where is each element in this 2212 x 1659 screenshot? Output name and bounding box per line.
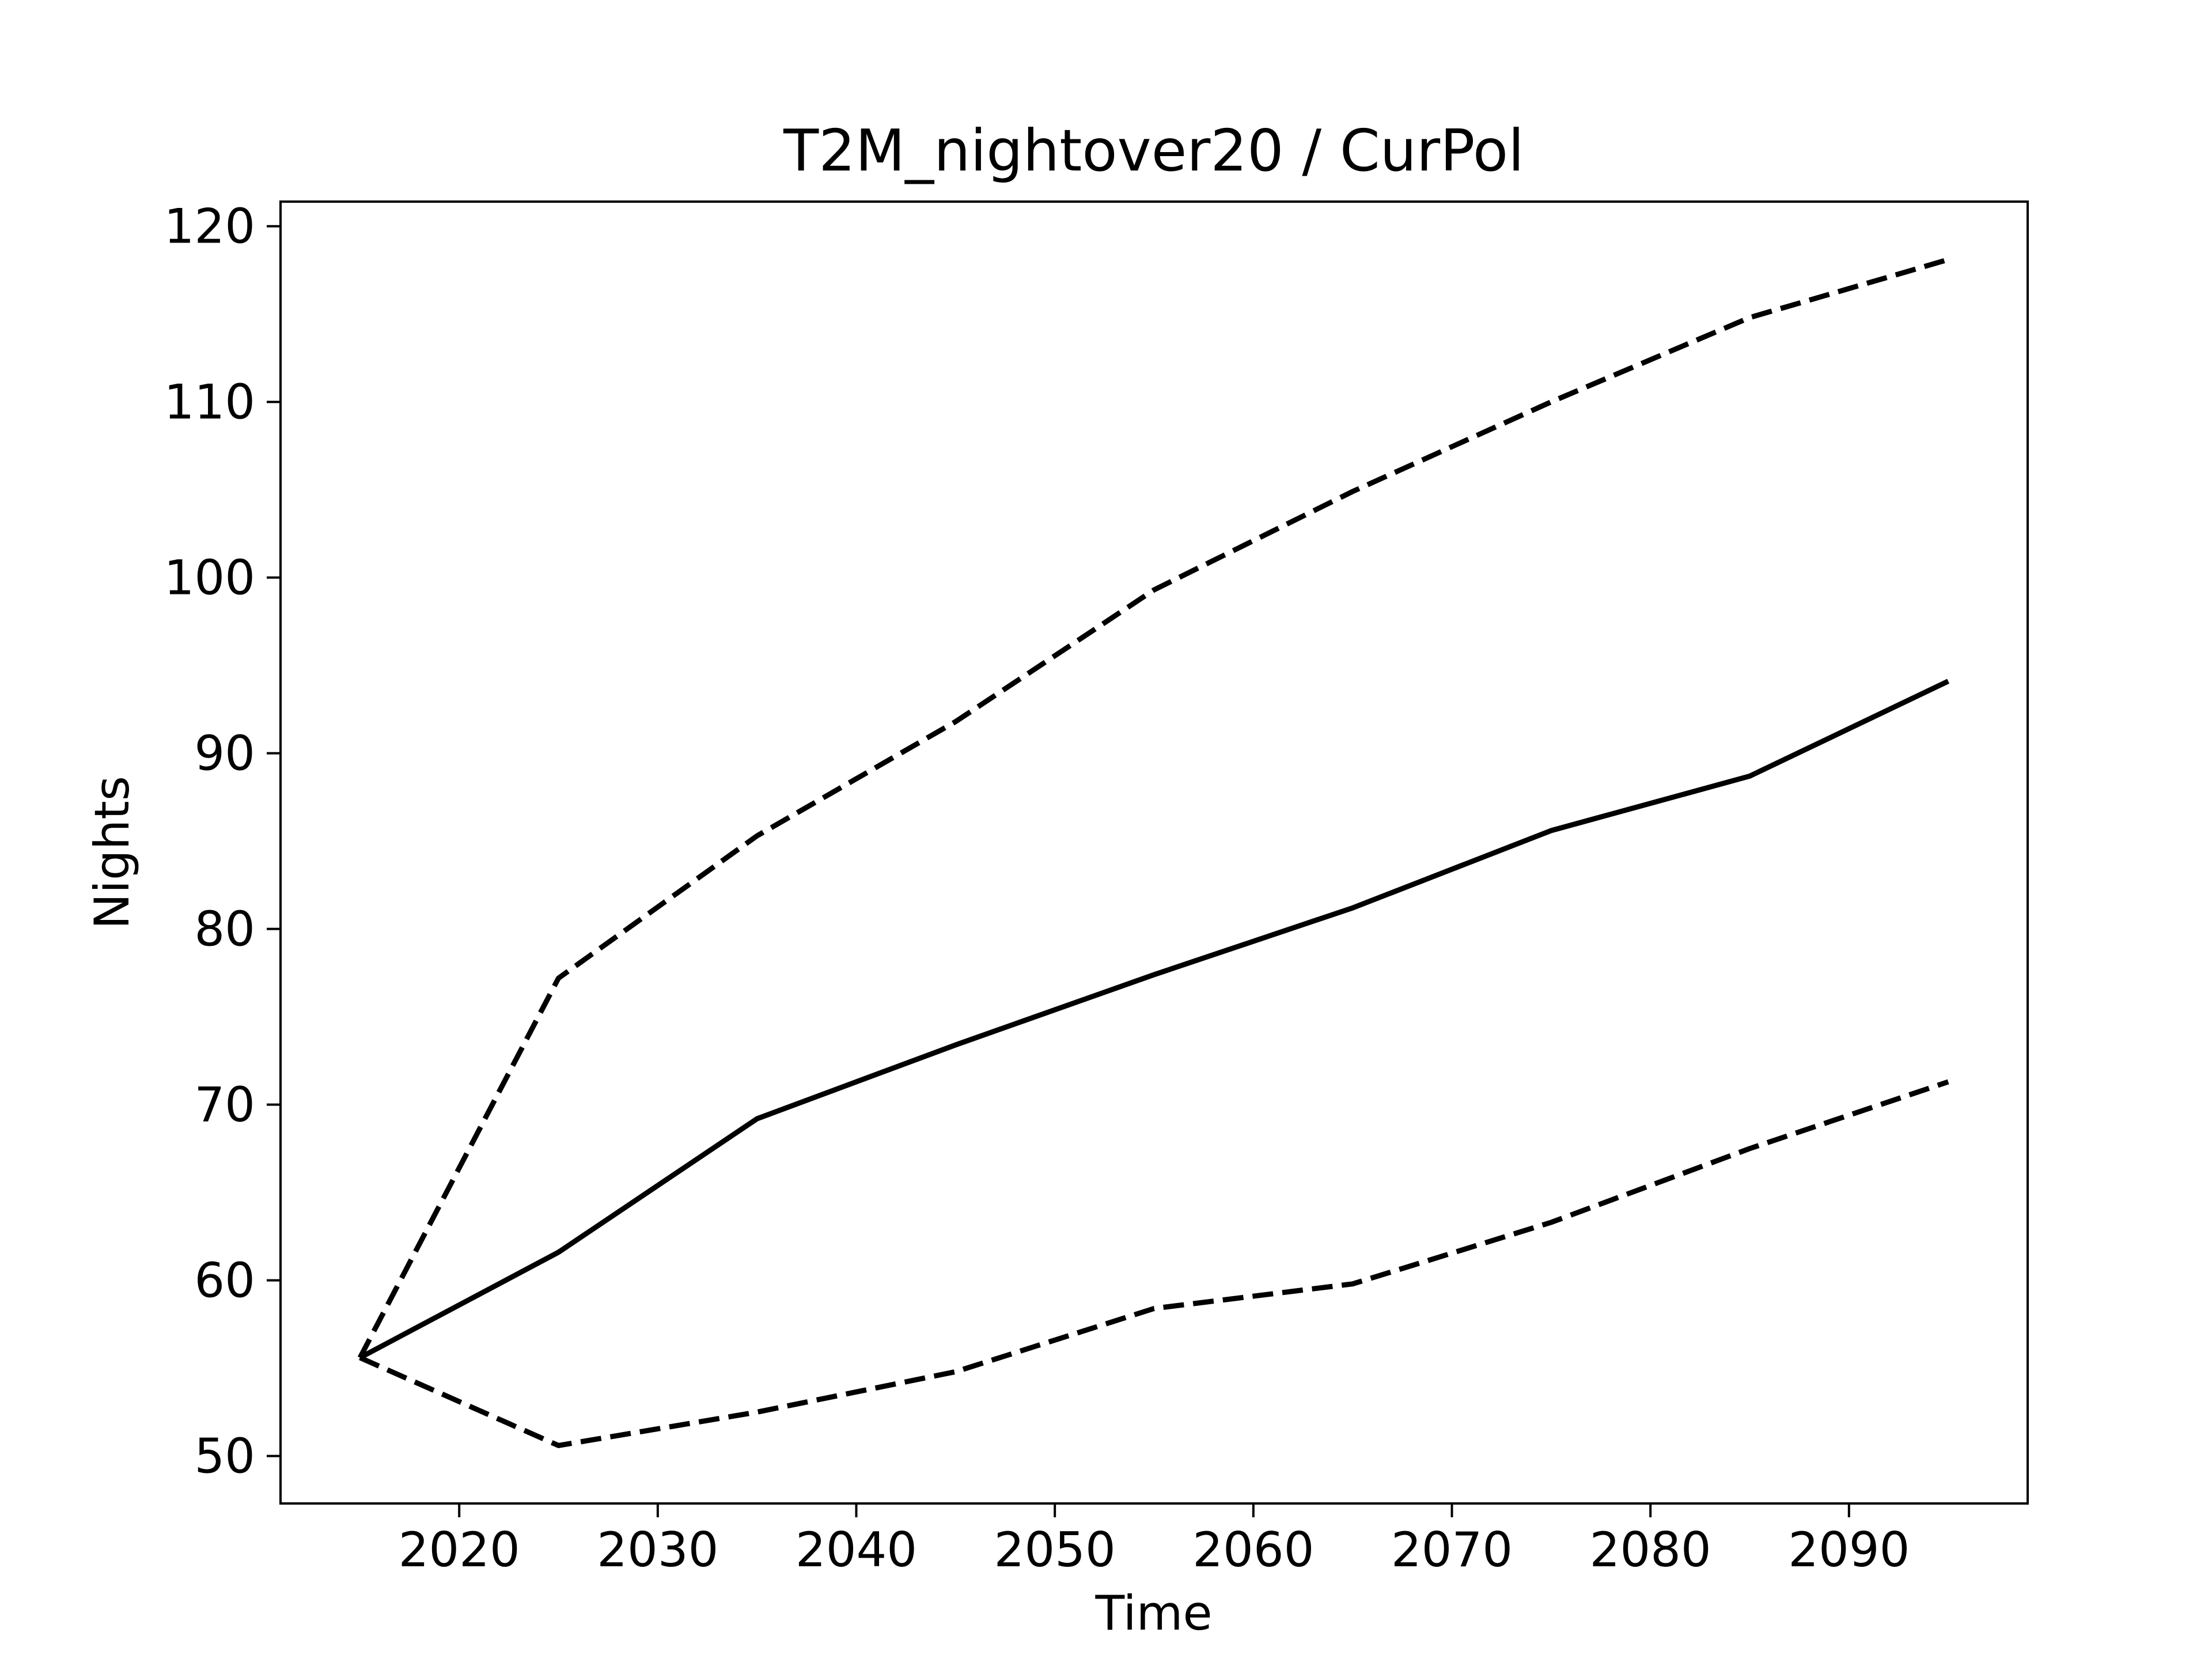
x-tick-label-2050: 2050 xyxy=(994,1522,1116,1578)
x-tick-label-2020: 2020 xyxy=(399,1522,520,1578)
x-tick-label-2060: 2060 xyxy=(1192,1522,1314,1578)
x-axis-title: Time xyxy=(1094,1585,1212,1641)
y-tick-label-80: 80 xyxy=(194,902,255,957)
y-tick-label-70: 70 xyxy=(194,1077,255,1133)
plot-frame xyxy=(279,200,2029,1505)
series-line-3-dashed xyxy=(359,1079,1949,1448)
x-tick-label-2030: 2030 xyxy=(597,1522,718,1578)
plot-area: 2020 2030 2040 2050 2060 2070 2080 2090 50 60 70 80… xyxy=(164,199,2029,1578)
y-tick-label-110: 110 xyxy=(164,374,255,430)
y-tick-label-60: 60 xyxy=(194,1253,255,1309)
y-tick-label-120: 120 xyxy=(164,199,255,255)
y-tick-label-90: 90 xyxy=(194,726,255,782)
x-tick-label-2080: 2080 xyxy=(1590,1522,1711,1578)
x-tick-label-2070: 2070 xyxy=(1391,1522,1513,1578)
series-line-1-dashed xyxy=(357,257,1949,1359)
x-tick-label-2040: 2040 xyxy=(796,1522,917,1578)
y-tick-label-50: 50 xyxy=(194,1429,255,1484)
chart-title: T2M_nightover20 / CurPol xyxy=(783,117,1524,184)
x-tick-label-2090: 2090 xyxy=(1788,1522,1910,1578)
series-line-2-solid xyxy=(358,679,1950,1360)
y-axis-title: Nights xyxy=(84,776,140,929)
y-tick-label-100: 100 xyxy=(164,550,255,606)
